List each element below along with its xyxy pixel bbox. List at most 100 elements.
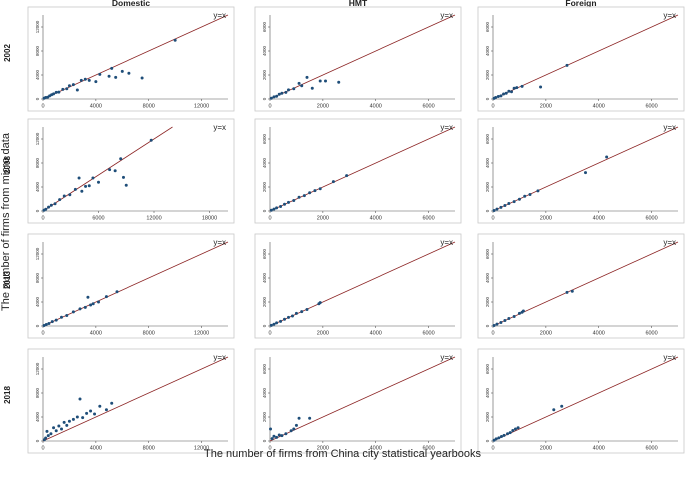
data-point (300, 310, 304, 314)
data-point (97, 300, 100, 304)
data-point (516, 426, 520, 430)
data-point (272, 434, 276, 438)
data-point (44, 322, 48, 326)
x-tick-label: 2000 (540, 104, 552, 110)
data-point (104, 408, 108, 412)
x-tick-label: 6000 (422, 216, 434, 222)
data-point (496, 94, 500, 98)
x-tick-label: 6000 (645, 446, 657, 452)
x-tick-label: 8000 (143, 104, 155, 110)
data-point (44, 436, 48, 440)
data-point (331, 180, 335, 184)
reference-line-label: y=x (213, 11, 226, 20)
reference-line-label: y=x (663, 123, 676, 132)
y-tick-label: 0 (262, 324, 267, 327)
y-tick-label: 4000 (485, 157, 490, 168)
x-tick-label: 4000 (90, 104, 102, 110)
data-point (536, 189, 540, 193)
data-point (292, 198, 296, 202)
data-point (283, 317, 287, 321)
data-point (68, 193, 72, 197)
y-tick-label: 6000 (262, 248, 267, 259)
data-point (57, 90, 61, 94)
y-tick-label: 2000 (485, 411, 490, 422)
x-tick-label: 0 (268, 446, 271, 452)
reference-line-label: y=x (440, 123, 453, 132)
reference-line-label: y=x (213, 238, 226, 247)
data-point (44, 207, 48, 211)
data-point (507, 317, 511, 321)
data-point (107, 74, 111, 78)
y-tick-label: 2000 (485, 296, 490, 307)
y-tick-label: 6000 (485, 248, 490, 259)
data-point (284, 90, 288, 94)
x-tick-label: 18000 (202, 216, 217, 222)
data-point (510, 90, 513, 94)
column-title-foreign: Foreign (565, 0, 596, 8)
data-point (71, 417, 75, 421)
data-point (512, 315, 516, 319)
data-point (313, 189, 317, 193)
y-tick-label: 6000 (485, 21, 490, 32)
x-tick-label: 0 (491, 331, 494, 337)
x-tick-label: 0 (41, 331, 44, 337)
data-point (110, 401, 114, 405)
y-tick-label: 8000 (35, 157, 40, 168)
row-label-2013: 2013 (3, 271, 12, 289)
data-point (50, 320, 54, 324)
x-axis-title: The number of firms from China city stat… (204, 448, 481, 460)
column-title-domestic: Domestic (112, 0, 151, 8)
data-point (269, 427, 273, 431)
reference-line-label: y=x (213, 353, 226, 362)
y-tick-label: 6000 (262, 363, 267, 374)
y-tick-label: 4000 (485, 272, 490, 283)
y-tick-label: 6000 (485, 363, 490, 374)
y-tick-label: 0 (262, 439, 267, 442)
data-point (294, 311, 298, 315)
data-point (272, 207, 276, 211)
x-tick-label: 4000 (370, 104, 382, 110)
data-point (318, 301, 322, 305)
data-point (565, 63, 569, 67)
x-tick-label: 0 (41, 216, 44, 222)
data-point (497, 436, 501, 440)
x-tick-label: 0 (268, 331, 271, 337)
y-tick-label: 4000 (262, 272, 267, 283)
data-point (507, 89, 511, 93)
y-tick-label: 4000 (262, 157, 267, 168)
data-point (279, 319, 283, 323)
x-tick-label: 6000 (422, 104, 434, 110)
data-point (494, 96, 498, 100)
data-point (149, 138, 153, 142)
data-point (279, 204, 283, 208)
x-tick-label: 2000 (540, 331, 552, 337)
data-point (308, 191, 312, 195)
y-tick-label: 2000 (262, 181, 267, 192)
data-point (499, 434, 503, 438)
data-point (277, 433, 281, 437)
data-point (67, 84, 71, 88)
data-point (47, 205, 51, 209)
data-point (570, 289, 574, 293)
data-point (52, 426, 56, 430)
data-point (54, 90, 58, 94)
data-point (294, 423, 298, 427)
reference-line-2018-domestic (42, 356, 229, 442)
data-point (53, 202, 57, 206)
x-tick-label: 4000 (90, 331, 102, 337)
reference-line-label: y=x (440, 11, 453, 20)
data-point (318, 187, 322, 191)
data-point (52, 92, 56, 96)
data-point (605, 155, 609, 159)
reference-line-label: y=x (663, 11, 676, 20)
data-point (305, 307, 309, 311)
data-point (54, 429, 58, 433)
x-tick-label: 12000 (194, 446, 209, 452)
data-point (89, 409, 93, 413)
data-point (114, 75, 118, 79)
data-point (539, 85, 543, 89)
data-point (280, 91, 284, 95)
data-point (507, 202, 511, 206)
data-point (62, 420, 66, 424)
data-point (297, 195, 301, 199)
